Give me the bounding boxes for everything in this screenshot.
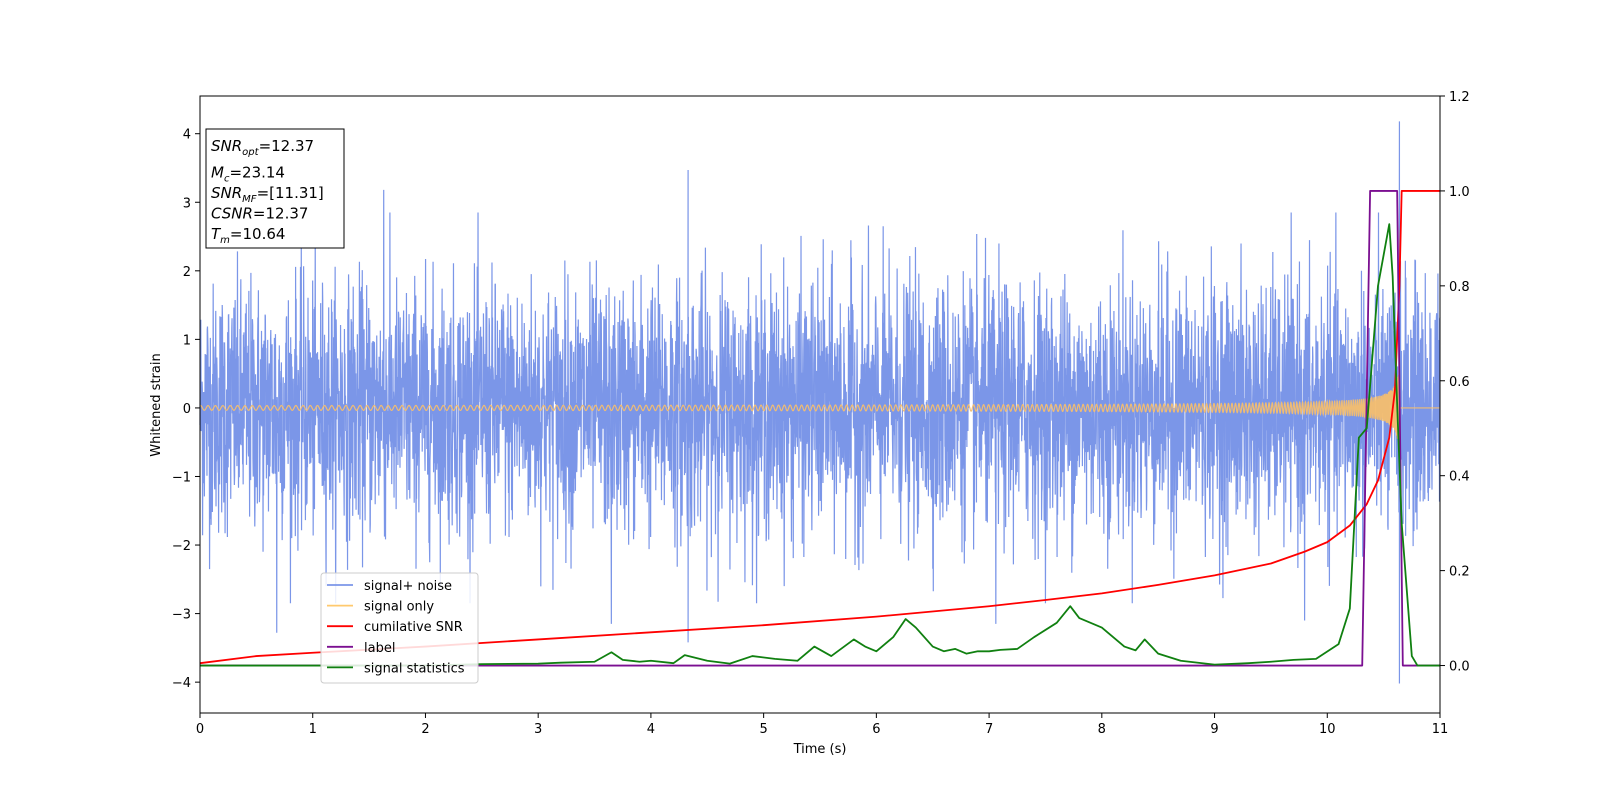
annotation-line: SNRopt=12.37 — [211, 137, 314, 158]
annotation-symbol: SNR — [211, 137, 242, 155]
x-tick-label: 5 — [759, 722, 767, 737]
annotation-frame — [205, 128, 345, 249]
annotation-subscript: opt — [242, 147, 259, 158]
y-left-tick-label: −4 — [172, 676, 191, 691]
annotation-value: =23.14 — [229, 164, 285, 182]
y-right-tick-label: 0.2 — [1449, 565, 1470, 580]
annotation-symbol: SNR — [211, 184, 242, 202]
y-right-tick-label: 0.4 — [1449, 470, 1470, 485]
annotation-line: SNRMF=[11.31] — [211, 184, 324, 205]
annotation-line: Mc=23.14 — [211, 164, 285, 185]
x-axis: 0 1 2 3 4 5 6 7 8 9 10 11 — [196, 713, 1448, 737]
legend-entry: signal+ noise — [364, 579, 452, 594]
legend-entry: label — [364, 641, 395, 656]
y-right-tick-label: 0.8 — [1449, 280, 1470, 295]
annotation-subscript: m — [220, 235, 230, 246]
y-axis-right: 1.2 1.0 0.8 0.6 0.4 0.2 0.0 — [1440, 90, 1470, 675]
annotation-symbol: CSNR — [211, 205, 253, 223]
x-tick-label: 3 — [534, 722, 542, 737]
legend-frame — [320, 572, 479, 684]
annotation-value: =12.37 — [259, 137, 315, 155]
y-left-tick-label: 3 — [183, 196, 191, 211]
annotation-line: Tm=10.64 — [211, 225, 285, 246]
annotation-box: SNRopt=12.37Mc=23.14SNRMF=[11.31]CSNR=12… — [205, 128, 345, 249]
series-label — [200, 190, 1440, 667]
x-tick-label: 0 — [196, 722, 204, 737]
legend-entry: signal statistics — [364, 661, 465, 676]
legend-entry: signal only — [364, 600, 434, 615]
x-tick-label: 11 — [1432, 722, 1449, 737]
legend-entry: cumilative SNR — [364, 620, 463, 635]
annotation-subscript: MF — [242, 194, 257, 205]
y-left-tick-label: −3 — [172, 608, 191, 623]
x-tick-label: 6 — [872, 722, 880, 737]
x-tick-label: 9 — [1210, 722, 1218, 737]
y-right-tick-label: 1.2 — [1449, 90, 1470, 105]
annotation-subscript: c — [224, 174, 230, 185]
annotation-symbol: T — [211, 225, 222, 243]
y-left-tick-label: −1 — [172, 470, 191, 485]
annotation-value: =10.64 — [230, 225, 286, 243]
series-cumilative-snr — [199, 190, 1440, 665]
x-tick-label: 4 — [647, 722, 655, 737]
y-axis-label-left: Whitened strain — [149, 353, 164, 456]
annotation-line: CSNR=12.37 — [211, 205, 308, 223]
x-tick-label: 2 — [421, 722, 429, 737]
x-tick-label: 1 — [309, 722, 317, 737]
y-left-tick-label: 1 — [183, 333, 191, 348]
plot-frame — [199, 95, 1441, 714]
series-signal-noise — [199, 121, 1441, 684]
y-right-tick-label: 0.0 — [1449, 660, 1470, 675]
series-layer — [199, 121, 1441, 684]
annotation-value: =12.37 — [253, 205, 309, 223]
y-left-tick-label: 2 — [183, 265, 191, 280]
series-signal-only — [199, 371, 1440, 443]
series-signal-statistics — [200, 223, 1440, 667]
y-right-tick-label: 1.0 — [1449, 185, 1470, 200]
y-left-tick-label: 4 — [183, 128, 191, 143]
x-tick-label: 7 — [985, 722, 993, 737]
legend: signal+ noise signal only cumilative SNR la… — [320, 572, 479, 684]
x-axis-label: Time (s) — [793, 742, 847, 757]
y-left-tick-label: 0 — [183, 402, 191, 417]
x-tick-label: 10 — [1319, 722, 1336, 737]
annotation-symbol: M — [211, 164, 224, 182]
x-tick-label: 8 — [1098, 722, 1106, 737]
y-left-tick-label: −2 — [172, 539, 191, 554]
y-right-tick-label: 0.6 — [1449, 375, 1470, 390]
y-axis-left: 4 3 2 1 0 −1 −2 −3 −4 — [172, 128, 200, 691]
annotation-value: =[11.31] — [257, 184, 324, 202]
